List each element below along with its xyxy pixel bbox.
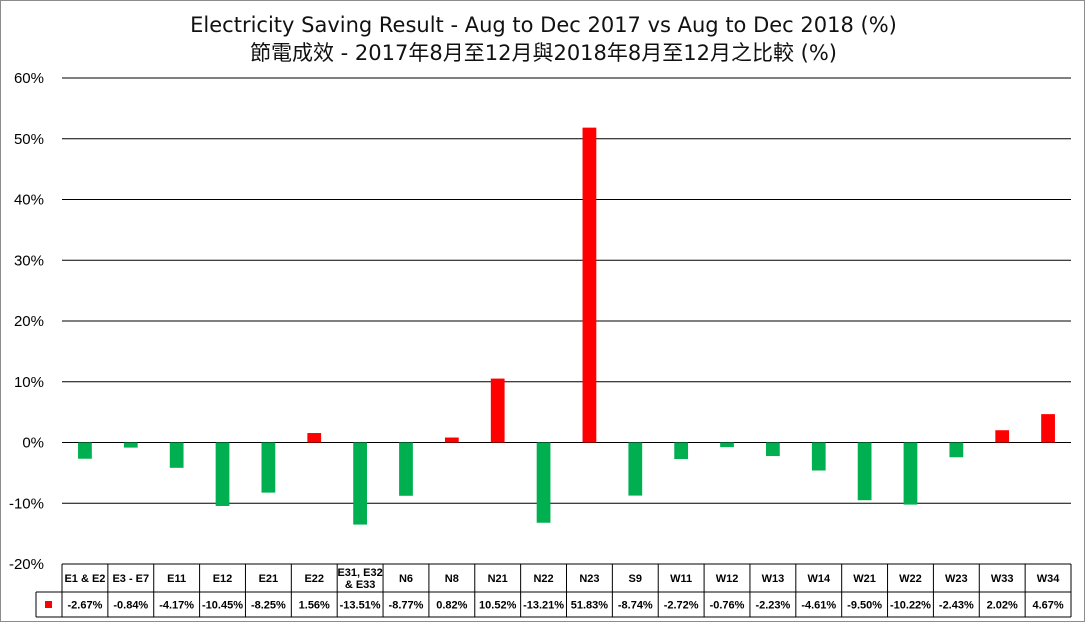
category-label: W13	[762, 573, 785, 585]
category-label: W23	[945, 573, 968, 585]
value-label: -10.22%	[890, 600, 931, 612]
category-label: W33	[991, 573, 1014, 585]
category-label: E31, E32	[337, 567, 382, 579]
category-label: E11	[167, 573, 186, 585]
y-tick-label: 40%	[14, 192, 44, 209]
category-label: N8	[445, 573, 459, 585]
value-label: -4.61%	[801, 600, 836, 612]
category-label: W12	[716, 573, 739, 585]
category-label: W14	[807, 573, 831, 585]
value-label: 2.02%	[987, 600, 1018, 612]
red-square-key	[45, 601, 52, 608]
chart-title: Electricity Saving Result - Aug to Dec 2…	[190, 13, 897, 37]
chart-subtitle: 節電成效 - 2017年8月至12月與2018年8月至12月之比較 (%)	[250, 41, 837, 65]
value-label: 10.52%	[479, 600, 517, 612]
category-label: E22	[304, 573, 324, 585]
y-tick-label: -10%	[9, 495, 44, 512]
bar-9	[444, 437, 459, 443]
bar-16	[766, 442, 780, 457]
bar-20	[949, 442, 964, 458]
bar-14	[674, 442, 689, 460]
value-label: -0.76%	[710, 600, 745, 612]
value-label: -8.25%	[251, 600, 286, 612]
bar-8	[399, 442, 413, 496]
bar-5	[261, 442, 276, 493]
value-label: 1.56%	[299, 600, 330, 612]
bar-7	[353, 442, 367, 525]
category-label: W34	[1037, 573, 1061, 585]
bar-6	[307, 433, 322, 443]
value-label: -2.23%	[755, 600, 790, 612]
bar-1	[78, 442, 92, 459]
bar-10	[490, 378, 505, 443]
bar-13	[628, 442, 643, 496]
value-label: 4.67%	[1032, 600, 1063, 612]
category-label: S9	[629, 573, 642, 585]
bar-22	[1041, 414, 1055, 443]
category-label: N22	[533, 573, 553, 585]
category-label: W22	[899, 573, 922, 585]
value-label: -2.67%	[68, 600, 103, 612]
value-label: -4.17%	[159, 600, 194, 612]
value-label: -10.45%	[202, 600, 243, 612]
value-label: -9.50%	[847, 600, 882, 612]
category-label: & E33	[345, 579, 376, 591]
value-label: 51.83%	[571, 600, 609, 612]
bar-4	[215, 442, 230, 506]
y-tick-label: 30%	[14, 252, 44, 269]
category-label: W21	[853, 573, 876, 585]
value-label: -0.84%	[113, 600, 148, 612]
category-label: E12	[213, 573, 233, 585]
bar-18	[857, 442, 872, 501]
bar-2	[123, 442, 138, 448]
y-tick-label: 0%	[22, 435, 44, 452]
value-label: -2.72%	[664, 600, 699, 612]
category-label: N23	[579, 573, 599, 585]
y-tick-label: 50%	[14, 131, 44, 148]
value-label: -8.77%	[389, 600, 424, 612]
y-tick-label: 20%	[14, 313, 44, 330]
value-label: -2.43%	[939, 600, 974, 612]
category-label: E3 - E7	[112, 573, 149, 585]
category-label: E1 & E2	[64, 573, 105, 585]
bar-12	[582, 127, 597, 443]
category-label: E21	[259, 573, 279, 585]
category-label: N21	[488, 573, 508, 585]
y-tick-label: -20%	[9, 556, 44, 573]
bar-15	[720, 442, 734, 448]
y-tick-label: 10%	[14, 374, 44, 391]
bar-11	[536, 442, 551, 523]
bar-19	[903, 442, 918, 505]
bar-17	[811, 442, 826, 471]
bar-21	[995, 430, 1010, 443]
value-label: -13.51%	[340, 600, 381, 612]
bar-3	[169, 442, 184, 468]
category-label: N6	[399, 573, 413, 585]
y-tick-label: 60%	[14, 70, 44, 87]
value-label: -13.21%	[523, 600, 564, 612]
value-label: -8.74%	[618, 600, 653, 612]
category-label: W11	[670, 573, 692, 585]
value-label: 0.82%	[436, 600, 467, 612]
